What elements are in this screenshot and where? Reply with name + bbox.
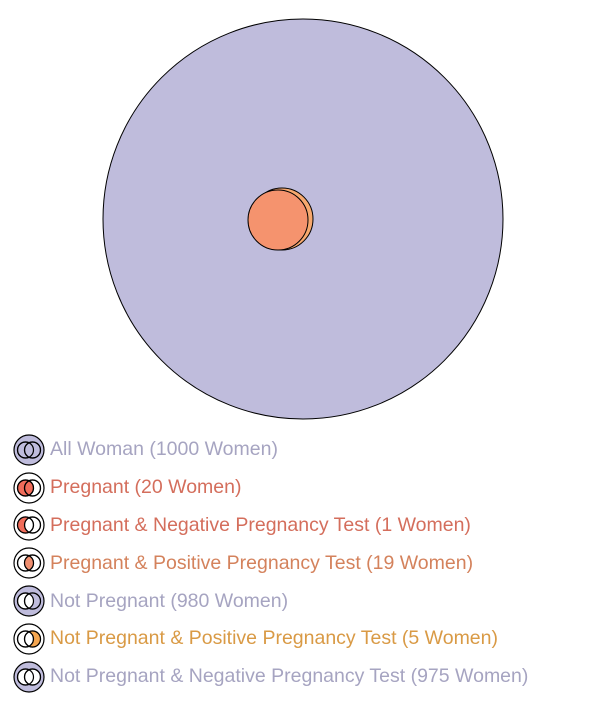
pregnant-venn-icon [13, 472, 45, 504]
not-pregnant-venn-icon [13, 585, 45, 617]
legend-item: Not Pregnant & Negative Pregnancy Test (… [12, 658, 597, 696]
legend-item: Pregnant (20 Women) [12, 469, 597, 507]
legend-label: Pregnant (20 Women) [50, 476, 242, 499]
all-women-venn-icon [13, 434, 45, 466]
legend-label: Pregnant & Negative Pregnancy Test (1 Wo… [50, 513, 471, 536]
legend-label: Not Pregnant & Positive Pregnancy Test (… [50, 627, 498, 650]
pregnant-circle [247, 189, 309, 251]
legend-item: Pregnant & Negative Pregnancy Test (1 Wo… [12, 507, 597, 545]
not-pregnant-negative-venn-icon [13, 661, 45, 693]
venn-diagram [102, 18, 504, 420]
not-pregnant-positive-venn-icon [13, 623, 45, 655]
legend-item: Not Pregnant & Positive Pregnancy Test (… [12, 620, 597, 658]
legend-item: All Woman (1000 Women) [12, 431, 597, 469]
legend-item: Not Pregnant (980 Women) [12, 582, 597, 620]
legend-item: Pregnant & Positive Pregnancy Test (19 W… [12, 544, 597, 582]
legend: All Woman (1000 Women) Pregnant (20 Women… [12, 431, 597, 696]
pregnant-positive-venn-icon [13, 547, 45, 579]
legend-label: Not Pregnant (980 Women) [50, 589, 289, 612]
legend-label: All Woman (1000 Women) [50, 438, 278, 461]
legend-label: Pregnant & Positive Pregnancy Test (19 W… [50, 551, 474, 574]
legend-label: Not Pregnant & Negative Pregnancy Test (… [50, 665, 529, 688]
pregnant-negative-venn-icon [13, 509, 45, 542]
